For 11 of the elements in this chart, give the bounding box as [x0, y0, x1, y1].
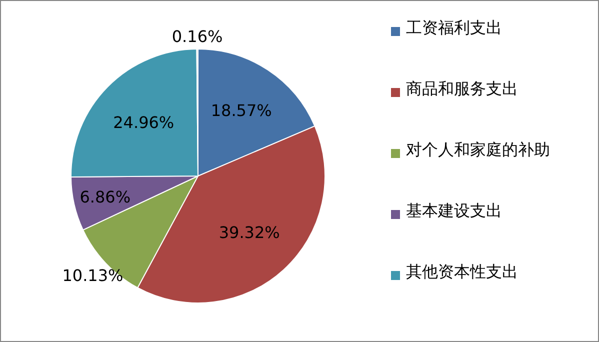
data-label: 6.86% — [80, 188, 131, 207]
data-label: 39.32% — [218, 222, 280, 242]
legend-label: 基本建设支出 — [406, 200, 503, 222]
legend-label: 工资福利支出 — [406, 17, 503, 39]
data-label: 24.96% — [113, 113, 174, 132]
legend-label: 商品和服务支出 — [406, 78, 519, 100]
legend-label: 其他资本性支出 — [406, 261, 519, 283]
data-label: 0.16% — [172, 26, 223, 46]
data-label: 10.13% — [62, 266, 124, 285]
legend-label: 对个人和家庭的补助 — [406, 139, 551, 161]
data-label: 18.57% — [210, 100, 272, 120]
